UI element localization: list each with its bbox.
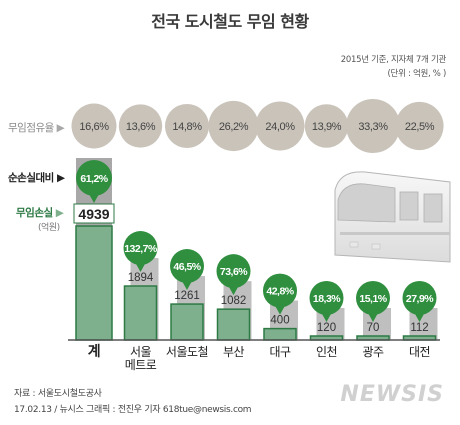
ratio-badge-pointer <box>182 281 192 291</box>
category-label: 부산 <box>223 345 245 359</box>
loss-row-label: 무임손실 ▶ <box>16 207 64 219</box>
occupancy-label: 22,5% <box>405 121 435 133</box>
ratio-badge <box>402 281 437 315</box>
bar-value-label: 112 <box>410 322 428 334</box>
chart-note-basis: 2015년 기준, 지자체 7개 기관 <box>340 55 447 65</box>
occupancy-label: 13,6% <box>126 121 156 133</box>
ratio-badge <box>216 254 251 289</box>
occupancy-label: 16,6% <box>79 121 109 133</box>
category-label: 대구 <box>269 345 291 359</box>
ratio-badge-label: 132,7% <box>124 243 158 255</box>
category-label: 서울 <box>130 345 152 359</box>
newsis-watermark: NEWSIS <box>340 382 444 407</box>
occupancy-circle <box>118 104 163 148</box>
ratio-badge-pointer <box>135 263 146 273</box>
bar <box>263 327 297 341</box>
occupancy-label: 14,8% <box>172 121 202 133</box>
graphic-credit: 17.02.13 / 뉴시스 그래픽 : 전진우 기자 618tue@newsi… <box>14 405 252 415</box>
occupancy-circle <box>346 99 400 153</box>
occupancy-circle <box>71 103 117 149</box>
ratio-badge-pointer <box>275 305 285 315</box>
ratio-badge <box>76 160 112 196</box>
bar <box>123 285 158 341</box>
bar-value-label: 1894 <box>128 272 154 284</box>
bar-value-label: 4939 <box>78 206 109 222</box>
ratio-badge-label: 42,8% <box>266 286 294 298</box>
total-value-box <box>73 203 115 224</box>
occupancy-row-label: 무임점유율 ▶ <box>8 122 65 134</box>
ratio-badge-pointer <box>414 313 425 322</box>
ratio-badge-label: 15,1% <box>359 293 387 305</box>
category-label: 계 <box>88 343 100 359</box>
bar-value-label: 1082 <box>221 295 247 307</box>
ratio-badge <box>356 281 390 315</box>
ratio-badge <box>123 231 158 266</box>
ratio-badge <box>170 249 204 284</box>
category-label: 광주 <box>362 345 384 359</box>
chart-title: 전국 도시철도 무임 현황 <box>151 12 309 31</box>
ratio-badge-pointer <box>228 286 239 296</box>
ratio-badge <box>263 273 297 308</box>
bar-value-label: 400 <box>270 315 289 327</box>
occupancy-circle <box>255 101 305 151</box>
loss-unit-label: (억원) <box>38 223 60 233</box>
category-label: 대전 <box>409 345 430 359</box>
bar <box>75 225 113 341</box>
occupancy-label: 33,3% <box>358 121 388 133</box>
bar-value-label: 70 <box>367 322 380 334</box>
occupancy-label: 13,9% <box>312 121 342 133</box>
occupancy-circle <box>304 104 349 148</box>
category-label: 서울도철 <box>166 345 208 359</box>
ratio-badge-label: 18,3% <box>313 293 341 305</box>
ratio-badge <box>309 281 344 315</box>
bar <box>170 303 204 341</box>
ratio-badge-label: 27,9% <box>406 293 434 305</box>
occupancy-label: 26,2% <box>219 121 249 133</box>
occupancy-label: 24,0% <box>265 121 295 133</box>
source-credit: 자료 : 서울도시철도공사 <box>14 389 102 399</box>
occupancy-circle <box>208 100 259 152</box>
category-label: 메트로 <box>125 358 157 372</box>
ratio-badge-label: 46,5% <box>173 261 201 273</box>
bar-value-label: 1261 <box>174 290 200 302</box>
ratio-badge-pointer <box>321 313 332 322</box>
bar <box>216 308 251 341</box>
ratio-badge-pointer <box>89 194 99 203</box>
train-illustration <box>334 171 451 263</box>
ratio-badge-label: 73,6% <box>220 266 248 278</box>
occupancy-circle <box>165 104 209 148</box>
category-label: 인천 <box>316 344 337 359</box>
ratio-badge-pointer <box>368 313 378 322</box>
chart-note-unit: (단위 : 억원, % ) <box>387 69 447 79</box>
net-loss-ratio-row-label: 순손실대비 ▶ <box>8 172 65 184</box>
ratio-badge-label: 61,2% <box>80 173 108 185</box>
bar-value-label: 120 <box>317 322 336 334</box>
occupancy-circle <box>395 101 444 151</box>
